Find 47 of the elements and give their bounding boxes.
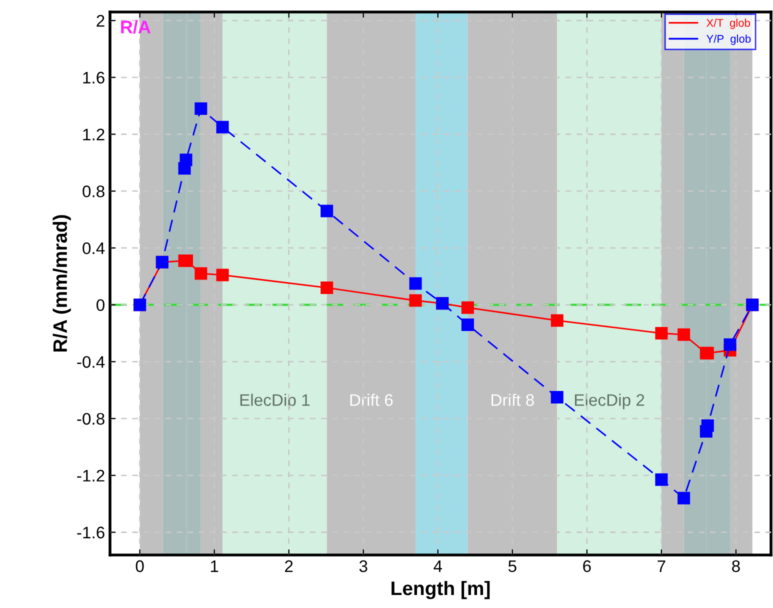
point	[320, 282, 334, 294]
x-axis-title: Length [m]	[392, 580, 490, 600]
x-tick-label: 7	[658, 560, 666, 572]
y-tick-label: 1.2	[83, 128, 104, 140]
x-tick-label: 8	[732, 560, 740, 572]
x-tick-label: 0	[136, 560, 144, 572]
point	[678, 328, 690, 341]
legend-label: X/T glob	[706, 18, 750, 30]
band-label: Drift 6	[350, 394, 393, 406]
y-tick-label: 0.8	[82, 186, 104, 198]
x-tick-label: 2	[285, 560, 293, 572]
point	[461, 318, 474, 331]
x-tick-label: 3	[359, 560, 368, 572]
point	[216, 268, 229, 282]
point	[701, 419, 714, 432]
annotation: R/A	[121, 20, 151, 34]
x-tick-label: 6	[583, 560, 591, 572]
x-tick-label: 4	[434, 560, 442, 572]
point	[678, 492, 690, 504]
y-tick-label: 0	[96, 299, 104, 312]
band-label: Drift 8	[492, 394, 534, 406]
point	[724, 338, 736, 351]
point	[320, 204, 334, 218]
point	[550, 314, 564, 327]
point	[194, 267, 208, 280]
y-axis-title: R/A (mm/mrad)	[52, 215, 71, 352]
band-label: ElecDip 2	[574, 394, 644, 410]
point	[655, 473, 668, 486]
point	[216, 120, 229, 134]
point	[461, 301, 474, 314]
y-tick-label: 0.4	[82, 242, 105, 254]
point	[194, 102, 208, 115]
point	[180, 154, 192, 166]
x-tick-label: 1	[210, 560, 218, 572]
point	[409, 294, 422, 307]
band-label: ElecDip 1	[240, 394, 310, 410]
point	[655, 327, 668, 340]
y-tick-label: -0.8	[77, 412, 104, 425]
y-tick-label: -1.2	[77, 470, 104, 482]
y-tick-label: -1.6	[77, 526, 104, 538]
legend-label: Y/P glob	[706, 34, 751, 45]
point	[409, 277, 422, 290]
x-tick-label: 5	[508, 560, 516, 572]
y-tick-label: -0.4	[77, 356, 105, 368]
y-tick-label: 2	[96, 14, 104, 27]
point	[550, 390, 564, 404]
y-tick-label: 1.6	[83, 72, 104, 84]
